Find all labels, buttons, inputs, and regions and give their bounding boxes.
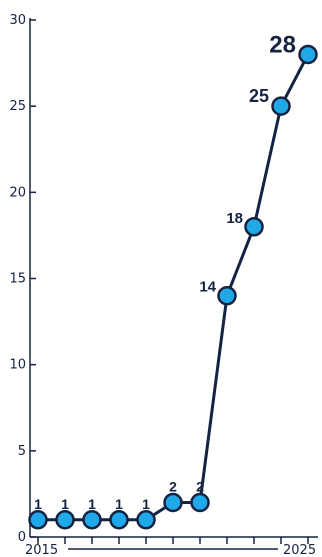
y-tick-label: 0 (18, 530, 26, 545)
y-tick-label: 20 (9, 185, 26, 200)
data-label: 14 (199, 279, 216, 296)
data-label: 25 (249, 86, 269, 106)
data-label: 28 (269, 31, 296, 58)
y-tick-label: 10 (9, 358, 26, 373)
x-axis: 2015 2025 (25, 536, 318, 557)
y-tick-label: 5 (18, 444, 26, 459)
data-point (298, 44, 318, 65)
data-point (55, 510, 75, 530)
data-point (109, 510, 129, 530)
y-tick-label: 15 (9, 272, 26, 287)
x-tick-label: 2025 (283, 543, 316, 557)
y-tick-label: 30 (9, 13, 26, 28)
data-label: 18 (226, 210, 243, 227)
data-point (217, 285, 237, 306)
data-point (190, 492, 210, 513)
data-point (244, 217, 264, 237)
data-label: 1 (88, 496, 96, 512)
data-label: 2 (196, 479, 204, 495)
data-label: 1 (61, 496, 69, 512)
series-line-group (28, 44, 318, 530)
data-label: 1 (115, 496, 123, 512)
y-axis: 0 5 10 15 20 25 30 (9, 13, 36, 545)
data-label: 1 (34, 496, 42, 512)
data-point (82, 510, 102, 530)
y-tick-label: 25 (9, 99, 26, 114)
data-labels-group: 1 1 1 1 1 2 2 14 18 25 28 (34, 31, 296, 511)
data-point (28, 510, 48, 530)
x-tick-label: 2015 (25, 543, 58, 557)
series-line (38, 53, 310, 522)
data-point (271, 96, 291, 116)
data-label: 1 (142, 496, 150, 512)
data-point (136, 510, 156, 530)
data-point (163, 492, 183, 513)
data-label: 2 (169, 479, 177, 495)
